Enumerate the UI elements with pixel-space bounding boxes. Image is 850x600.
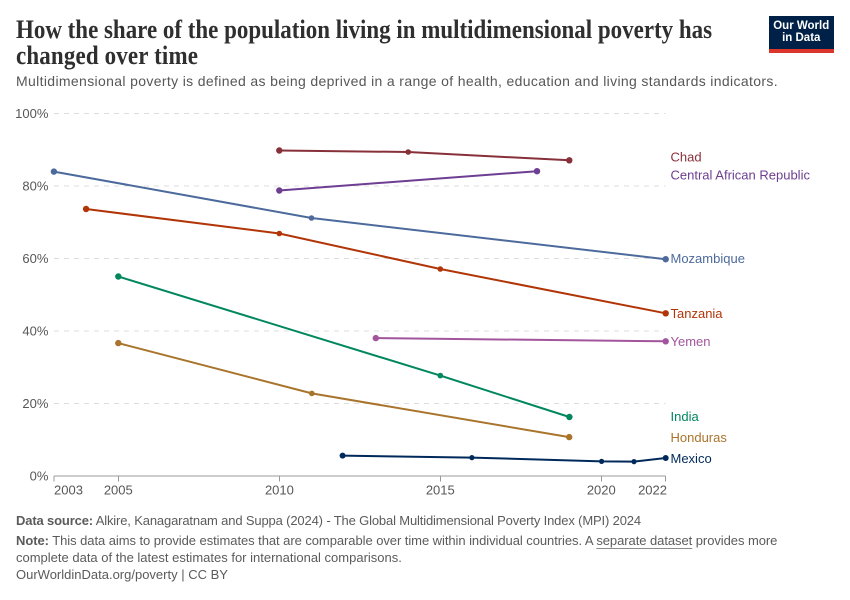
- svg-text:40%: 40%: [22, 324, 48, 339]
- svg-text:60%: 60%: [22, 251, 48, 266]
- svg-text:80%: 80%: [22, 179, 48, 194]
- svg-text:India: India: [671, 409, 700, 424]
- svg-text:2005: 2005: [104, 482, 133, 497]
- svg-text:2003: 2003: [54, 482, 83, 497]
- svg-text:Mozambique: Mozambique: [671, 251, 745, 266]
- svg-text:100%: 100%: [15, 106, 49, 121]
- svg-text:0%: 0%: [30, 469, 49, 484]
- svg-text:Tanzania: Tanzania: [671, 306, 724, 321]
- svg-text:2015: 2015: [426, 482, 455, 497]
- svg-text:Mexico: Mexico: [671, 451, 712, 466]
- svg-text:2010: 2010: [265, 482, 294, 497]
- svg-text:Central African Republic: Central African Republic: [671, 167, 811, 182]
- svg-text:Yemen: Yemen: [671, 334, 711, 349]
- svg-text:2022: 2022: [638, 482, 667, 497]
- svg-text:2020: 2020: [587, 482, 616, 497]
- svg-text:Honduras: Honduras: [671, 430, 728, 445]
- svg-text:Chad: Chad: [671, 149, 702, 164]
- svg-text:20%: 20%: [22, 396, 48, 411]
